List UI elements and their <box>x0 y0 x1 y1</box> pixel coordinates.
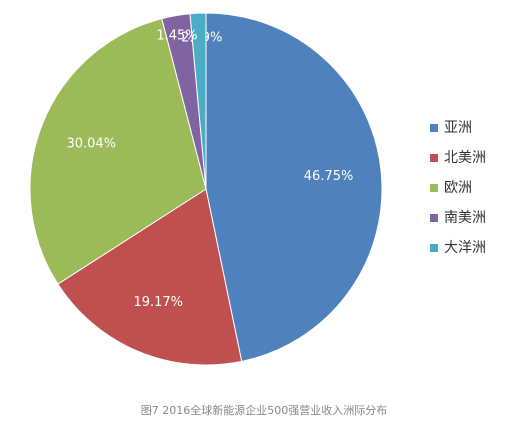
pie-slice <box>189 12 207 190</box>
chart-caption: 图7 2016全球新能源企业500强营业收入洲际分布 <box>141 403 387 417</box>
legend-label: 大洋洲 <box>444 240 486 256</box>
data-label: 19.17% <box>133 295 183 310</box>
pie-slice <box>29 18 207 285</box>
pie-slice <box>205 12 383 362</box>
data-label: 1.45% <box>156 29 197 44</box>
legend-swatch <box>430 244 438 252</box>
legend-swatch <box>430 154 438 162</box>
data-label: 30.04% <box>66 137 116 152</box>
legend-swatch <box>430 184 438 192</box>
legend-label: 南美洲 <box>444 210 486 226</box>
legend-label: 北美洲 <box>444 150 486 166</box>
legend-label: 欧洲 <box>444 180 472 196</box>
legend-swatch <box>430 124 438 132</box>
data-label: 46.75% <box>304 169 354 184</box>
legend-label: 亚洲 <box>444 120 472 136</box>
legend-swatch <box>430 214 438 222</box>
pie-slice <box>57 188 243 366</box>
